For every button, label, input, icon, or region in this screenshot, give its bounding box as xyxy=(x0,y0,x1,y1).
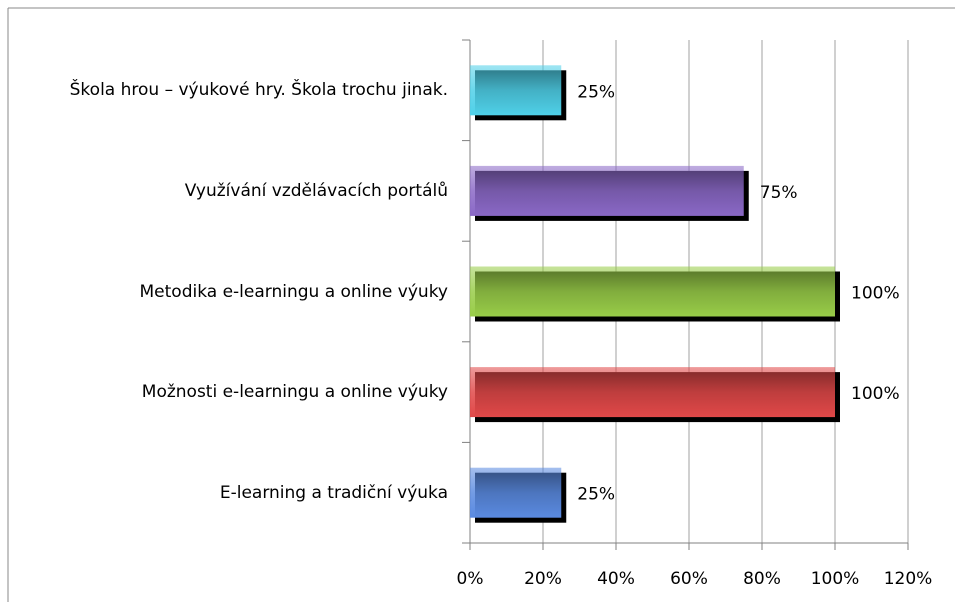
value-label: 75% xyxy=(760,183,798,203)
category-label: Škola hrou – výukové hry. Škola trochu j… xyxy=(69,80,448,101)
value-label: 100% xyxy=(851,384,900,404)
x-tick-label: 0% xyxy=(457,569,484,589)
x-tick-label: 80% xyxy=(743,569,781,589)
bar xyxy=(470,467,562,518)
bar xyxy=(470,165,744,216)
category-label: Metodika e-learningu a online výuky xyxy=(139,281,448,302)
x-tick-label: 20% xyxy=(524,569,562,589)
x-tick-label: 40% xyxy=(597,569,635,589)
value-label: 25% xyxy=(577,82,615,102)
category-label: Možnosti e-learningu a online výuky xyxy=(141,382,448,403)
bar xyxy=(470,65,562,116)
bar xyxy=(470,367,835,418)
x-tick-label: 120% xyxy=(884,569,933,589)
value-label: 100% xyxy=(851,284,900,304)
x-tick-label: 100% xyxy=(811,569,860,589)
value-label: 25% xyxy=(577,485,615,505)
x-tick-label: 60% xyxy=(670,569,708,589)
category-label: Využívání vzdělávacích portálů xyxy=(184,180,448,201)
bar xyxy=(470,266,835,317)
category-label: E-learning a tradiční výuka xyxy=(219,482,448,503)
